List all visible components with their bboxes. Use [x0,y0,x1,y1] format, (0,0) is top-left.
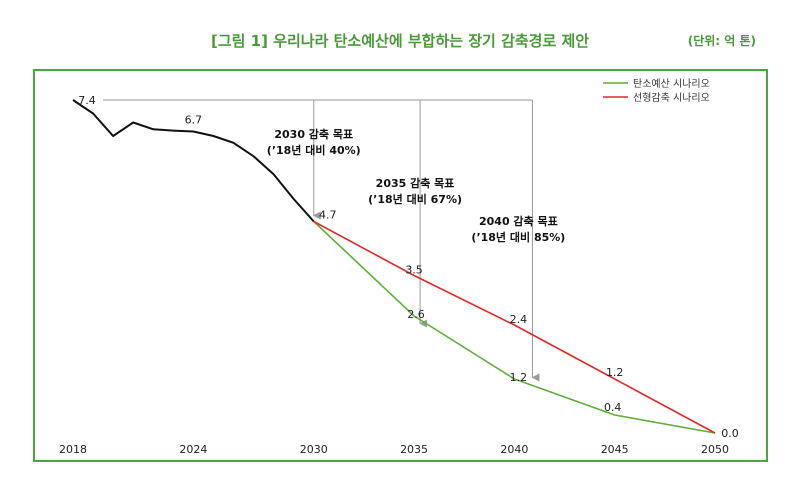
legend-label: 선형감축 시나리오 [633,92,710,104]
x-tick-label: 2045 [601,443,629,456]
unit-label: (단위: 억 톤) [687,34,756,48]
data-label: 4.7 [319,209,337,222]
x-axis-ticks: 2018 2024 2030 2035 2040 2045 2050 [59,443,729,456]
series-lines [72,99,716,434]
data-label: 3.5 [405,264,423,277]
history-line [72,99,315,223]
target-annotations: 2030 감축 목표 (’18년 대비 40%) 2035 감축 목표 (’18년 대… [267,127,566,244]
data-label: 1.2 [510,371,528,384]
target-annotation-title: 2030 감축 목표 [274,127,353,141]
x-tick-label: 2024 [179,443,207,456]
data-label: 7.4 [78,94,96,107]
carbon-budget-line [313,220,716,434]
target-annotation-title: 2035 감축 목표 [376,176,455,190]
x-tick-label: 2040 [500,443,528,456]
data-label: 0.4 [604,401,622,414]
x-tick-label: 2018 [59,443,87,456]
data-label: 0.0 [721,427,739,440]
data-label: 2.4 [510,313,528,326]
x-tick-label: 2030 [300,443,328,456]
legend-label: 탄소예산 시나리오 [633,78,710,90]
data-label: 1.2 [606,366,624,379]
data-labels: 7.4 6.7 4.7 3.5 2.6 2.4 1.2 1.2 0.4 0.0 [78,94,739,440]
target-guide-lines [103,99,540,382]
target-annotation-subtitle: (’18년 대비 85%) [471,230,565,244]
target-annotation-subtitle: (’18년 대비 67%) [368,192,462,206]
figure-title: [그림 1] 우리나라 탄소예산에 부합하는 장기 감축경로 제안 [211,32,590,50]
x-tick-label: 2035 [400,443,428,456]
data-label: 6.7 [185,114,203,127]
linear-reduction-line [313,220,716,434]
target-annotation-subtitle: (’18년 대비 40%) [267,143,361,157]
x-tick-label: 2050 [701,443,729,456]
data-label: 2.6 [407,308,425,321]
target-annotation-title: 2040 감축 목표 [479,214,558,228]
chart-frame [33,69,768,462]
